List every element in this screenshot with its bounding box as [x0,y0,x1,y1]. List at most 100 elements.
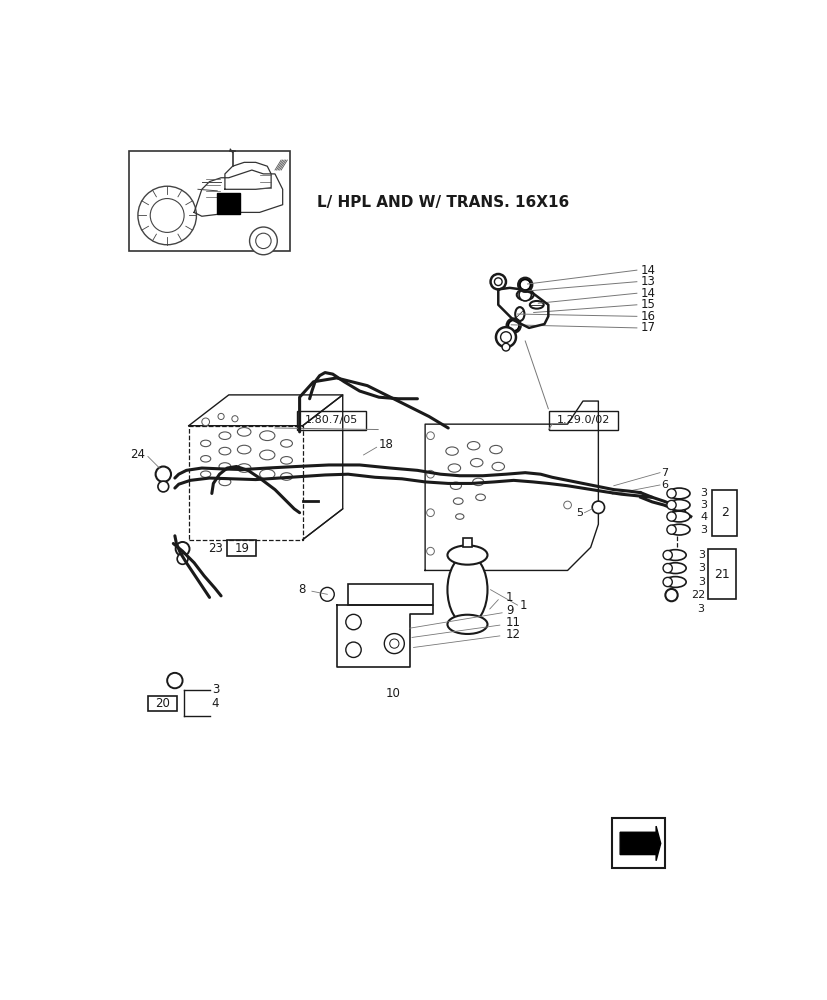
Text: 1.29.0/02: 1.29.0/02 [556,415,609,425]
Circle shape [426,547,434,555]
Ellipse shape [237,428,251,436]
Text: 14: 14 [640,264,655,277]
Text: 3: 3 [212,683,219,696]
Text: 7: 7 [661,468,668,478]
Circle shape [249,227,277,255]
Ellipse shape [447,464,460,472]
Text: 3: 3 [698,550,705,560]
Text: 1: 1 [519,599,527,612]
Ellipse shape [489,445,502,454]
Ellipse shape [491,462,504,471]
Circle shape [232,416,237,422]
Text: 3: 3 [699,488,706,498]
Ellipse shape [260,469,275,479]
Bar [347,584,433,605]
Bar [548,411,617,430]
Circle shape [426,432,434,440]
Circle shape [158,481,169,492]
Text: 6: 6 [661,480,667,490]
Ellipse shape [455,514,463,519]
Circle shape [518,278,532,292]
Text: 4: 4 [212,697,219,710]
Circle shape [167,673,182,688]
Ellipse shape [453,498,462,504]
Text: 5: 5 [576,508,582,518]
Text: 12: 12 [505,628,520,641]
Text: L/ HPL AND W/ TRANS. 16X16: L/ HPL AND W/ TRANS. 16X16 [316,195,568,210]
Text: 22: 22 [690,590,704,600]
Circle shape [662,564,672,573]
Circle shape [666,489,676,498]
Circle shape [390,639,399,648]
Ellipse shape [218,478,231,486]
Ellipse shape [447,545,487,565]
Ellipse shape [466,442,480,450]
Circle shape [666,525,676,534]
Bar [462,538,471,547]
Bar [708,549,735,599]
Ellipse shape [218,463,231,470]
Text: 19: 19 [234,542,249,555]
Circle shape [563,501,571,509]
Ellipse shape [472,478,483,486]
Polygon shape [217,193,240,214]
Text: 4: 4 [699,512,706,522]
Circle shape [150,199,184,232]
Circle shape [519,289,531,301]
Text: 3: 3 [699,500,706,510]
Ellipse shape [200,440,211,447]
Circle shape [426,470,434,478]
Circle shape [506,319,520,333]
Ellipse shape [237,445,251,454]
Bar [148,696,177,711]
Ellipse shape [280,473,292,480]
Ellipse shape [667,500,689,510]
Circle shape [666,500,676,510]
Circle shape [501,343,509,351]
Ellipse shape [667,524,689,535]
Ellipse shape [280,440,292,447]
Circle shape [346,614,361,630]
Text: 21: 21 [714,568,729,581]
Ellipse shape [260,450,275,460]
Text: 9: 9 [505,604,513,617]
Circle shape [138,186,196,245]
Text: 16: 16 [640,310,655,323]
Text: 20: 20 [155,697,170,710]
Ellipse shape [450,482,461,489]
Circle shape [672,507,685,519]
Ellipse shape [237,464,251,472]
Text: 17: 17 [640,321,655,334]
Circle shape [384,634,404,654]
Circle shape [495,327,515,347]
Circle shape [320,587,334,601]
Bar [128,151,290,251]
Text: 2: 2 [719,506,728,519]
Text: 23: 23 [208,542,222,555]
Ellipse shape [447,555,487,624]
Ellipse shape [514,307,523,321]
Bar [612,818,665,868]
Text: 18: 18 [379,438,394,451]
Ellipse shape [476,494,485,501]
Ellipse shape [260,431,275,441]
Text: 3: 3 [698,577,705,587]
Circle shape [426,509,434,517]
Circle shape [662,550,672,560]
Circle shape [500,332,511,343]
Polygon shape [619,826,660,861]
Text: 14: 14 [640,287,655,300]
Text: 3: 3 [698,563,705,573]
Text: 1: 1 [505,591,513,604]
Circle shape [509,322,517,329]
Circle shape [490,274,505,289]
Ellipse shape [218,432,231,439]
Circle shape [177,554,188,564]
Text: 10: 10 [385,687,399,700]
Text: 8: 8 [298,583,305,596]
Ellipse shape [667,511,689,522]
Ellipse shape [447,615,487,634]
Circle shape [218,413,224,420]
Bar [711,490,736,536]
Bar [296,411,366,430]
